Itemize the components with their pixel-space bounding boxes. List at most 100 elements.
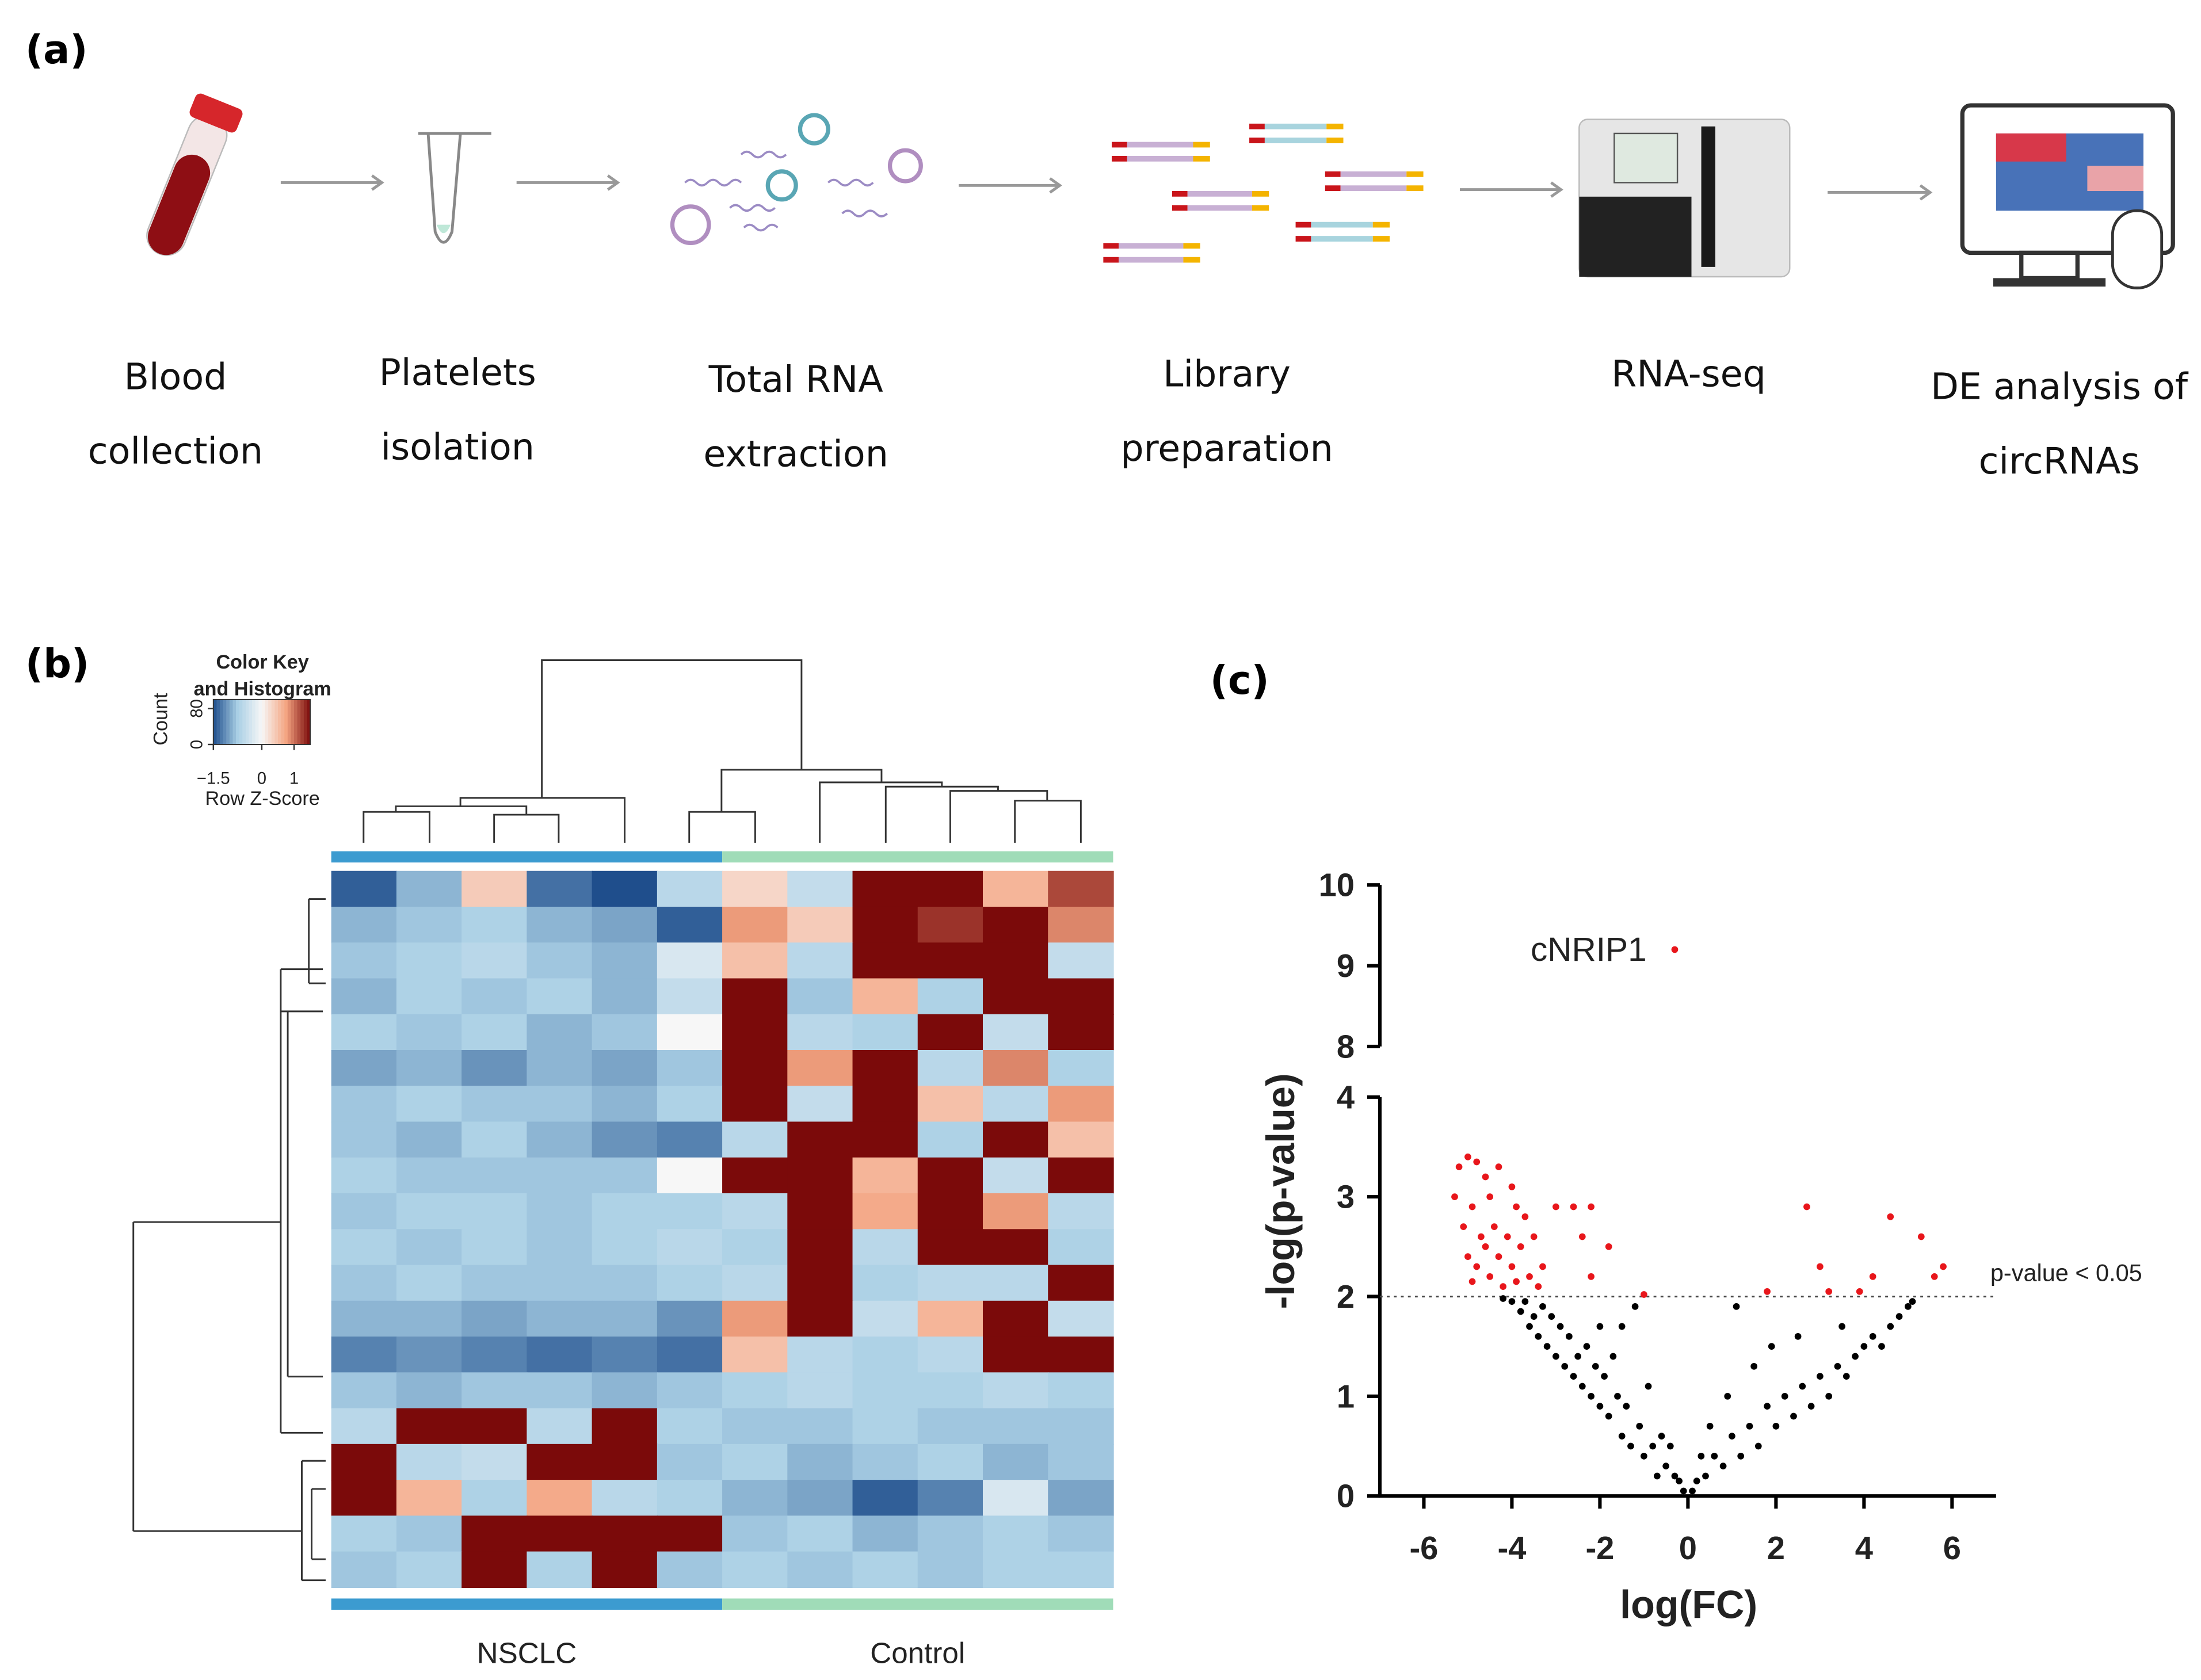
heatmap-cell: [917, 1265, 984, 1302]
color-key-tick-label: 0: [187, 740, 206, 749]
heatmap-cell: [592, 1480, 658, 1517]
heatmap-cell: [852, 1014, 918, 1051]
point: [1500, 1295, 1506, 1302]
heatmap-cell: [527, 1121, 593, 1158]
heatmap-cell: [722, 942, 788, 979]
heatmap-cell: [1048, 1050, 1114, 1087]
heatmap-cell: [787, 1300, 853, 1338]
point: [1517, 1243, 1524, 1250]
heatmap-cell: [331, 870, 398, 908]
heatmap-cell: [852, 870, 918, 908]
heatmap-cell: [331, 1014, 398, 1051]
point: [1649, 1442, 1657, 1450]
heatmap-cell: [1048, 978, 1114, 1015]
group-bar: [722, 1598, 1113, 1610]
point: [1676, 1477, 1683, 1485]
point: [1825, 1288, 1833, 1295]
heatmap-cell: [331, 942, 398, 979]
heatmap-cell: [917, 1408, 984, 1445]
y-axis-label: -log(p-value): [1259, 1073, 1303, 1309]
color-key-swatch: [223, 699, 227, 744]
heatmap-cell: [982, 906, 1049, 944]
heatmap-cell: [461, 1408, 528, 1445]
heatmap-cell: [592, 870, 658, 908]
heatmap-cell: [722, 1337, 788, 1373]
color-key-swatch: [281, 699, 285, 744]
step-label: Total RNA: [708, 358, 883, 400]
heatmap-cell: [657, 1121, 723, 1158]
heatmap-cell: [722, 1014, 788, 1051]
color-key-swatch: [213, 699, 218, 744]
color-key-swatch: [265, 699, 269, 744]
heatmap-cell: [982, 1372, 1049, 1409]
point: [1768, 1343, 1775, 1350]
point: [1856, 1288, 1863, 1295]
color-key-swatch: [274, 699, 279, 744]
heatmap-cell: [657, 1050, 723, 1087]
point: [1535, 1332, 1542, 1340]
heatmap-cell: [396, 1050, 463, 1087]
heatmap-cell: [657, 1265, 723, 1302]
heatmap-cell: [527, 1086, 593, 1122]
x-tick-label: -6: [1409, 1530, 1438, 1566]
heatmap-cell: [331, 1337, 398, 1373]
point: [1860, 1343, 1868, 1350]
heatmap-cell: [396, 1157, 463, 1194]
point: [1641, 1452, 1647, 1460]
point: [1561, 1362, 1569, 1370]
heatmap-cell: [331, 1372, 398, 1409]
heatmap-cell: [527, 1337, 593, 1373]
point: [1645, 1383, 1652, 1390]
x-tick-label: -4: [1497, 1530, 1526, 1566]
heatmap-cell: [657, 1408, 723, 1445]
panel-label: (b): [25, 642, 89, 687]
heatmap-cell: [396, 1086, 463, 1122]
point: [1513, 1278, 1520, 1285]
point: [1605, 1243, 1612, 1250]
x-tick-label: 0: [1679, 1530, 1697, 1566]
heatmap-cell: [982, 1337, 1049, 1373]
heatmap-cell: [592, 1229, 658, 1266]
point: [1557, 1323, 1564, 1330]
point: [1521, 1213, 1529, 1220]
point: [1869, 1332, 1876, 1340]
point: [1473, 1158, 1481, 1166]
point: [1737, 1452, 1745, 1460]
step-label: circRNAs: [1979, 440, 2140, 482]
heatmap-cell: [396, 1229, 463, 1266]
step-label: RNA-seq: [1611, 352, 1766, 395]
point: [1490, 1223, 1498, 1230]
heatmap-cell: [852, 906, 918, 944]
heatmap-cell: [527, 1515, 593, 1552]
point: [1552, 1353, 1559, 1360]
heatmap-cell: [722, 1551, 788, 1589]
point: [1500, 1283, 1506, 1290]
point: [1552, 1203, 1559, 1211]
point: [1772, 1422, 1780, 1430]
y-tick-label: 9: [1337, 948, 1355, 984]
heatmap-cell: [657, 1300, 723, 1338]
point: [1641, 1291, 1647, 1298]
color-key-swatch: [249, 699, 253, 744]
heatmap-cell: [396, 870, 463, 908]
point: [1570, 1203, 1577, 1211]
heatmap-cell: [852, 1372, 918, 1409]
heatmap-cell: [331, 1193, 398, 1230]
heatmap-cell: [527, 1193, 593, 1230]
color-key-swatch: [229, 699, 234, 744]
heatmap-cell: [917, 1300, 984, 1338]
color-key-swatch: [232, 699, 236, 744]
heatmap-cell: [396, 1551, 463, 1589]
point: [1451, 1193, 1458, 1200]
heatmap-cell: [722, 1300, 788, 1338]
color-key-swatch: [236, 699, 240, 744]
heatmap-cell: [592, 1300, 658, 1338]
point: [1566, 1332, 1573, 1340]
heatmap-cell: [1048, 942, 1114, 979]
point: [1618, 1323, 1626, 1330]
heatmap-cell: [852, 1086, 918, 1122]
point: [1887, 1323, 1894, 1330]
heatmap-cell: [657, 870, 723, 908]
heatmap-cell: [852, 1337, 918, 1373]
threshold-label: p-value < 0.05: [1990, 1259, 2142, 1286]
